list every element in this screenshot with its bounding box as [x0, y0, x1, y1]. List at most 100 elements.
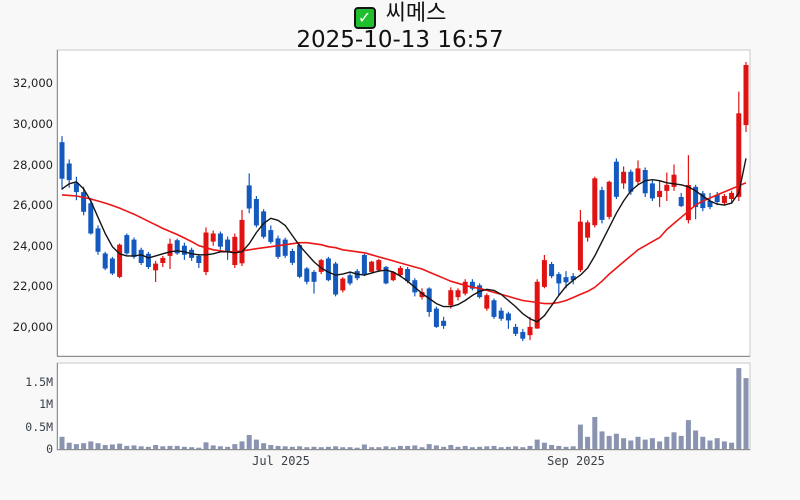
candle-body-down [649, 183, 655, 199]
candle-body-down [520, 332, 526, 339]
volume-bar [491, 445, 497, 450]
candle-body-up [635, 168, 641, 182]
volume-bar [369, 447, 375, 450]
volume-bar [577, 424, 583, 450]
candle-body-down [289, 251, 295, 263]
volume-bar [498, 447, 504, 450]
candle-body-up [484, 295, 490, 309]
volume-bar [160, 446, 166, 450]
volume-tick-0: 0 [46, 442, 53, 456]
volume-bar [613, 433, 619, 450]
candle-body-down [642, 170, 648, 194]
volume-bar [412, 445, 418, 450]
volume-bar [397, 445, 403, 450]
volume-bar [455, 446, 461, 450]
candle-body-down [138, 249, 144, 263]
volume-bar [469, 447, 475, 450]
candle-body-down [81, 192, 87, 212]
volume-bar [642, 439, 648, 450]
volume-bar [585, 436, 591, 450]
volume-bar [59, 436, 65, 450]
volume-bar [390, 447, 396, 450]
candlestick-series [59, 62, 749, 342]
volume-bar [419, 447, 425, 450]
candle-body-down [491, 300, 497, 317]
candle-body-down [707, 201, 713, 208]
candle-body-up [736, 113, 742, 197]
candle-body-down [196, 255, 202, 263]
title-row: ✓ 씨메스 [0, 0, 800, 29]
slow-ma-line [61, 182, 747, 305]
candle-body-down [556, 274, 562, 284]
volume-bar [426, 444, 432, 450]
x-tick-sep-2025: Sep 2025 [547, 454, 605, 468]
volume-bar [333, 446, 339, 450]
candle-body-up [232, 236, 238, 265]
volume-bar [484, 446, 490, 450]
candle-body-up [117, 244, 123, 277]
volume-bar [664, 436, 670, 450]
volume-bar [73, 444, 79, 450]
volume-bar [361, 444, 367, 450]
volume-bar [239, 441, 245, 450]
candle-body-down [693, 186, 699, 208]
volume-bar [66, 442, 72, 450]
volume-bar [282, 446, 288, 450]
candle-body-down [469, 281, 475, 289]
candle-body-up [592, 178, 598, 226]
candle-body-up [210, 233, 216, 242]
volume-bar [102, 445, 108, 450]
candle-body-down [628, 171, 634, 192]
volume-bar [376, 447, 382, 450]
candle-body-down [174, 240, 180, 254]
candle-body-up [743, 65, 749, 126]
chart-header: ✓ 씨메스 2025-10-13 16:57 [0, 0, 800, 52]
candle-body-down [73, 183, 79, 193]
checkbox-icon[interactable]: ✓ [353, 7, 376, 29]
candle-body-up [376, 260, 382, 271]
candle-body-up [340, 278, 346, 291]
series-layer [59, 62, 749, 450]
candle-body-down [347, 275, 353, 284]
candle-body-down [361, 255, 367, 275]
volume-bar [592, 417, 598, 450]
candle-body-down [412, 280, 418, 293]
volume-bar [729, 442, 735, 450]
candle-body-up [455, 290, 461, 298]
volume-bar [95, 443, 101, 450]
candle-body-down [325, 258, 331, 281]
candle-body-down [268, 230, 274, 242]
volume-bar [109, 444, 115, 450]
volume-bar [549, 445, 555, 450]
volume-bar [383, 446, 389, 450]
candle-body-up [685, 185, 691, 221]
volume-bar [477, 446, 483, 450]
volume-panel [56, 362, 751, 451]
volume-bar [671, 432, 677, 450]
candle-body-down [66, 163, 72, 181]
candle-body-up [397, 268, 403, 276]
volume-bar [124, 445, 130, 450]
candle-body-down [217, 233, 223, 247]
volume-bar [318, 447, 324, 450]
candle-body-down [59, 142, 65, 179]
volume-tick-1m: 1M [39, 397, 53, 411]
candle-body-down [513, 326, 519, 334]
volume-bar [246, 435, 252, 450]
volume-bar [268, 445, 274, 450]
candle-body-down [88, 203, 94, 234]
volume-bar [181, 446, 187, 450]
volume-bar [433, 445, 439, 450]
candle-body-down [613, 161, 619, 197]
volume-bar [635, 436, 641, 450]
fast-ma-line [61, 158, 747, 323]
x-tick-jul-2025: Jul 2025 [252, 454, 310, 468]
volume-bar [210, 445, 216, 450]
volume-bar [405, 445, 411, 450]
candle-body-up [167, 243, 173, 256]
candle-body-down [383, 266, 389, 284]
candle-body-down [426, 288, 432, 312]
candle-body-up [534, 281, 540, 329]
price-tick-26000: 26,000 [13, 198, 53, 212]
